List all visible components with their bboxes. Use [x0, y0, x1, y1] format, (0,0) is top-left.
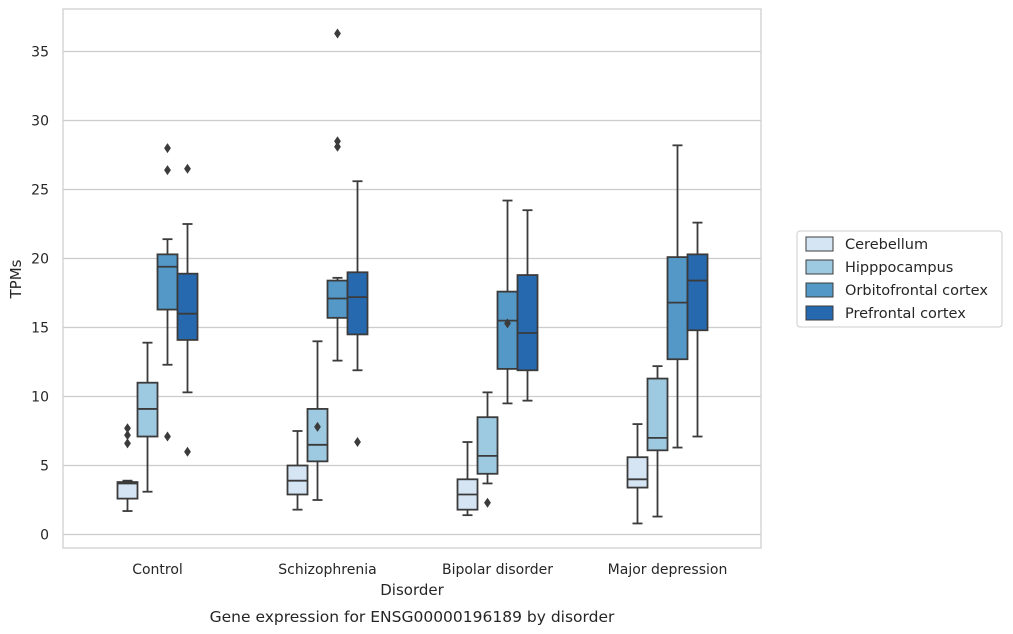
box-iqr: [176, 272, 199, 341]
box-iqr: [666, 256, 689, 361]
box-group: [456, 441, 479, 517]
box-group: [326, 28, 349, 362]
box-group: [496, 199, 519, 405]
y-tick-label: 20: [31, 252, 49, 268]
box-iqr: [496, 290, 519, 370]
box-iqr: [116, 481, 139, 500]
legend-swatch: [805, 282, 834, 298]
box-group: [176, 163, 199, 457]
outlier-point: [164, 143, 171, 154]
box-iqr: [476, 416, 499, 475]
y-axis-title: TPMs: [7, 259, 25, 299]
box-group: [476, 391, 499, 508]
outlier-point: [334, 28, 341, 39]
outlier-point: [504, 318, 511, 329]
x-tick-label: Bipolar disorder: [442, 562, 553, 578]
outlier-point: [354, 437, 361, 448]
outlier-point: [314, 421, 321, 432]
outlier-point: [334, 136, 341, 147]
legend-swatch: [805, 305, 834, 321]
y-tick-label: 0: [40, 528, 49, 544]
box-group: [136, 341, 159, 493]
box-iqr: [516, 274, 539, 372]
outlier-point: [164, 431, 171, 442]
legend-frame: [796, 230, 1003, 328]
box-iqr: [626, 456, 649, 489]
box-group: [306, 340, 329, 501]
legend-swatch: [805, 259, 834, 275]
box-group: [686, 221, 709, 438]
y-tick-labels: 0 5 10 15 20 25 30 35: [31, 45, 49, 544]
box-group: [626, 423, 649, 525]
plot-area-frame: [62, 8, 762, 549]
legend: Cerebellum Hipppocampus Orbitofrontal cort…: [796, 230, 1003, 328]
box-group: [116, 423, 139, 512]
legend-swatch: [805, 236, 834, 252]
box-group: [646, 365, 669, 518]
outlier-point: [484, 497, 491, 508]
box-iqr: [646, 377, 669, 452]
box-iqr: [346, 271, 369, 336]
box-iqr: [156, 253, 179, 311]
y-tick-label: 5: [40, 459, 49, 475]
legend-label: Prefrontal cortex: [845, 306, 966, 322]
y-tick-label: 35: [31, 45, 49, 61]
box-group: [346, 180, 369, 448]
outlier-point: [184, 446, 191, 457]
y-tick-label: 25: [31, 183, 49, 199]
legend-label: Hipppocampus: [845, 260, 953, 276]
box-group: [286, 430, 309, 511]
outlier-point: [124, 423, 131, 434]
x-tick-label: Control: [132, 562, 183, 578]
boxes: [116, 28, 709, 525]
outlier-point: [164, 165, 171, 176]
x-axis-title: Disorder: [380, 581, 444, 599]
box-group: [516, 209, 539, 402]
x-tick-labels: Control Schizophrenia Bipolar disorder Majo…: [132, 562, 727, 578]
outlier-point: [124, 438, 131, 449]
legend-label: Orbitofrontal cortex: [845, 283, 988, 299]
box-iqr: [306, 408, 329, 463]
outlier-point: [124, 430, 131, 441]
legend-label: Cerebellum: [845, 237, 928, 253]
y-tick-label: 30: [31, 114, 49, 130]
box-iqr: [686, 253, 709, 332]
box-group: [666, 144, 689, 449]
outlier-point: [334, 141, 341, 152]
x-tick-label: Schizophrenia: [278, 562, 376, 578]
chart-caption: Gene expression for ENSG00000196189 by d…: [210, 608, 615, 626]
box-group: [156, 143, 179, 442]
outlier-point: [184, 163, 191, 174]
y-tick-label: 15: [31, 321, 49, 337]
y-tick-label: 10: [31, 390, 49, 406]
x-tick-label: Major depression: [608, 562, 728, 578]
